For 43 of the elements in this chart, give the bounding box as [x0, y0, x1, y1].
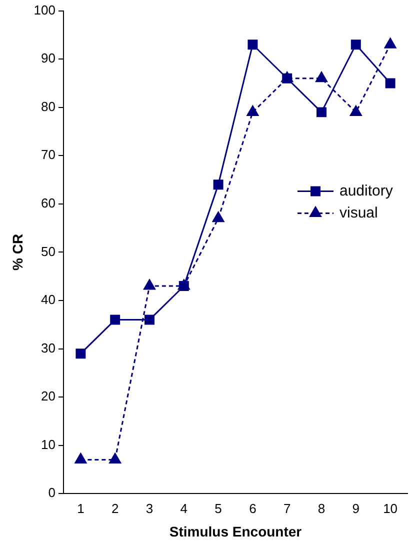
- x-tick-label: 7: [283, 500, 291, 516]
- point: [178, 281, 189, 291]
- y-tick-label: 70: [41, 147, 56, 162]
- point: [316, 72, 328, 82]
- point: [246, 105, 259, 116]
- point: [109, 453, 122, 464]
- point: [350, 105, 362, 116]
- y-tick-label: 20: [41, 388, 56, 404]
- x-tick-label: 2: [111, 500, 119, 516]
- y-tick-label: 80: [41, 98, 56, 114]
- x-tick-label: 4: [180, 500, 188, 516]
- y-tick-label: 10: [41, 436, 56, 452]
- x-tick-label: 8: [318, 500, 326, 516]
- legend-label: visual: [340, 204, 378, 222]
- x-tick-label: 10: [383, 500, 398, 516]
- y-axis-title: % CR: [9, 234, 26, 270]
- y-tick-label: 60: [41, 196, 56, 210]
- y-tick-label: 0: [48, 485, 56, 500]
- y-tick-label: 100: [34, 2, 56, 18]
- y-tick-label: 90: [41, 50, 56, 66]
- point: [248, 40, 258, 50]
- point: [212, 212, 224, 222]
- point: [144, 279, 156, 290]
- x-tick-label: 1: [77, 500, 84, 516]
- point: [213, 180, 224, 190]
- x-tick-label: 3: [146, 500, 154, 516]
- point: [384, 38, 396, 48]
- point: [144, 314, 154, 325]
- x-axis-title: Stimulus Encounter: [169, 523, 302, 540]
- point: [282, 73, 292, 84]
- point: [110, 314, 120, 325]
- point: [76, 348, 86, 359]
- legend-label: auditory: [340, 182, 394, 200]
- y-tick-label: 40: [41, 292, 56, 308]
- y-tick-label: 50: [41, 244, 56, 259]
- x-tick-label: 6: [249, 500, 256, 516]
- x-tick-label: 5: [214, 500, 222, 516]
- point: [74, 453, 87, 464]
- y-tick-label: 30: [41, 340, 56, 356]
- point: [350, 40, 361, 50]
- point: [385, 78, 396, 88]
- point: [316, 107, 326, 118]
- x-tick-label: 9: [352, 500, 360, 516]
